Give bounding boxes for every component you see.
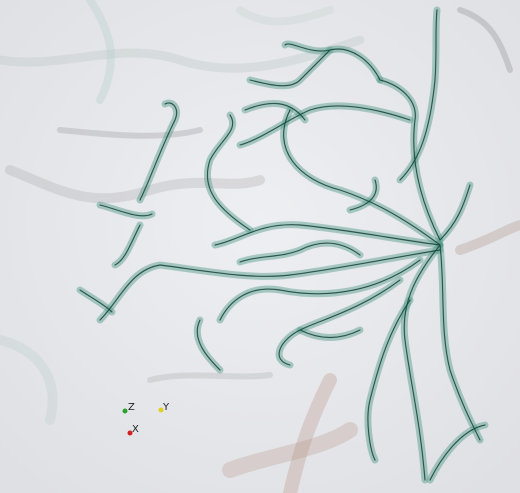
y-axis-dot — [158, 407, 164, 413]
orientation-axes: Z Y X — [122, 402, 170, 436]
z-axis-label: Z — [128, 402, 135, 413]
x-axis-dot — [127, 430, 133, 436]
y-axis-label: Y — [162, 402, 170, 413]
z-axis-dot — [122, 408, 128, 414]
x-axis-label: X — [132, 424, 139, 435]
